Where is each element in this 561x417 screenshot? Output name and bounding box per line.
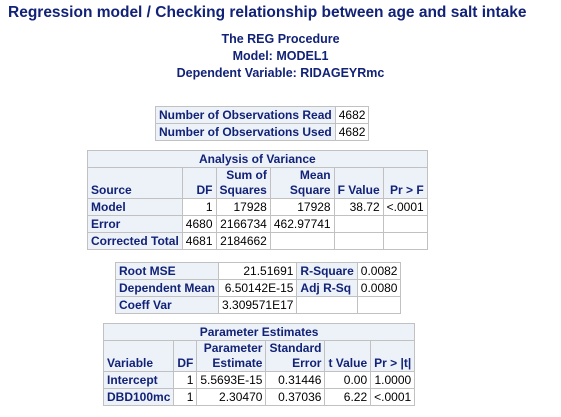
variable-cell: Intercept — [102, 371, 175, 389]
se-cell: 0.31446 — [265, 371, 326, 389]
header-sum-of-squares: Sum of Squares — [215, 167, 271, 199]
table-row: Dependent Mean 6.50142E-15 Adj R-Sq 0.00… — [114, 279, 402, 297]
fit-value: 6.50142E-15 — [218, 279, 298, 297]
table-row: Root MSE 21.51691 R-Square 0.0082 — [114, 262, 402, 280]
f-cell: 38.72 — [333, 198, 384, 216]
f-cell — [333, 215, 384, 233]
table-row: Error 4680 2166734 462.97741 — [87, 215, 428, 233]
table-row: Model 1 17928 17928 38.72 <.0001 — [87, 198, 428, 216]
estimate-cell: 5.5693E-15 — [196, 371, 267, 389]
df-cell: 4680 — [181, 215, 217, 233]
anova-caption: Analysis of Variance — [87, 150, 428, 168]
header-pr-t: Pr > |t| — [370, 340, 416, 372]
fit-label: R-Square — [296, 262, 358, 280]
variable-cell: DBD100mc — [102, 388, 175, 406]
params-caption: Parameter Estimates — [102, 323, 416, 341]
f-cell — [333, 232, 384, 250]
df-cell: 1 — [173, 371, 198, 389]
ms-cell — [269, 232, 335, 250]
obs-used-value: 4682 — [334, 123, 370, 141]
table-row: Intercept 1 5.5693E-15 0.31446 0.00 1.00… — [102, 371, 416, 389]
fit-empty-cell — [296, 296, 358, 314]
fit-value: 0.0082 — [356, 262, 402, 280]
header-t-value: t Value — [324, 340, 372, 372]
fit-statistics-table: Root MSE 21.51691 R-Square 0.0082 Depend… — [114, 262, 402, 314]
header-f-value: F Value — [333, 167, 384, 199]
ss-cell: 2166734 — [215, 215, 271, 233]
se-cell: 0.37036 — [265, 388, 326, 406]
df-cell: 1 — [173, 388, 198, 406]
model-name: Model: MODEL1 — [232, 49, 329, 63]
obs-read-label: Number of Observations Read — [155, 106, 336, 124]
df-cell: 4681 — [181, 232, 217, 250]
fit-empty-cell — [356, 296, 402, 314]
fit-value: 3.309571E17 — [218, 296, 298, 314]
p-cell: 1.0000 — [370, 371, 416, 389]
table-header-row: Source DF Sum of Squares Mean Square F Val… — [87, 167, 428, 199]
estimate-cell: 2.30470 — [196, 388, 267, 406]
anova-table: Analysis of Variance Source DF Sum of Squ… — [87, 150, 428, 250]
ms-cell: 17928 — [269, 198, 335, 216]
t-cell: 6.22 — [324, 388, 372, 406]
header-mean-square: Mean Square — [269, 167, 335, 199]
ss-cell: 17928 — [215, 198, 271, 216]
obs-used-label: Number of Observations Used — [155, 123, 336, 141]
table-row: Coeff Var 3.309571E17 — [114, 296, 402, 314]
observations-table: Number of Observations Read 4682 Number … — [155, 106, 370, 141]
fit-value: 0.0080 — [356, 279, 402, 297]
header-variable: Variable — [102, 340, 175, 372]
fit-label: Root MSE — [114, 262, 220, 280]
table-row: Number of Observations Used 4682 — [155, 123, 370, 141]
dependent-variable: Dependent Variable: RIDAGEYRmc — [176, 66, 385, 80]
procedure-name: The REG Procedure — [221, 32, 340, 46]
source-cell: Corrected Total — [87, 232, 183, 250]
parameter-estimates-table: Parameter Estimates Variable DF Paramete… — [102, 323, 416, 406]
table-row: DBD100mc 1 2.30470 0.37036 6.22 <.0001 — [102, 388, 416, 406]
table-row: Number of Observations Read 4682 — [155, 106, 370, 124]
table-header-row: Variable DF Parameter Estimate Standard Er… — [102, 340, 416, 372]
df-cell: 1 — [181, 198, 217, 216]
source-cell: Error — [87, 215, 183, 233]
obs-read-value: 4682 — [334, 106, 370, 124]
fit-label: Dependent Mean — [114, 279, 220, 297]
table-caption-row: Analysis of Variance — [87, 150, 428, 168]
header-parameter-estimate: Parameter Estimate — [196, 340, 267, 372]
page-title: Regression model / Checking relationship… — [8, 4, 527, 21]
header-df: DF — [181, 167, 217, 199]
t-cell: 0.00 — [324, 371, 372, 389]
header-pr-f: Pr > F — [382, 167, 428, 199]
fit-value: 21.51691 — [218, 262, 298, 280]
p-cell — [382, 215, 428, 233]
p-cell: <.0001 — [382, 198, 428, 216]
fit-label: Adj R-Sq — [296, 279, 358, 297]
ms-cell: 462.97741 — [269, 215, 335, 233]
p-cell — [382, 232, 428, 250]
table-caption-row: Parameter Estimates — [102, 323, 416, 341]
fit-label: Coeff Var — [114, 296, 220, 314]
header-df: DF — [173, 340, 198, 372]
source-cell: Model — [87, 198, 183, 216]
header-source: Source — [87, 167, 183, 199]
p-cell: <.0001 — [370, 388, 416, 406]
header-standard-error: Standard Error — [265, 340, 326, 372]
procedure-heading: The REG Procedure Model: MODEL1 Dependen… — [0, 31, 561, 82]
table-row: Corrected Total 4681 2184662 — [87, 232, 428, 250]
ss-cell: 2184662 — [215, 232, 271, 250]
